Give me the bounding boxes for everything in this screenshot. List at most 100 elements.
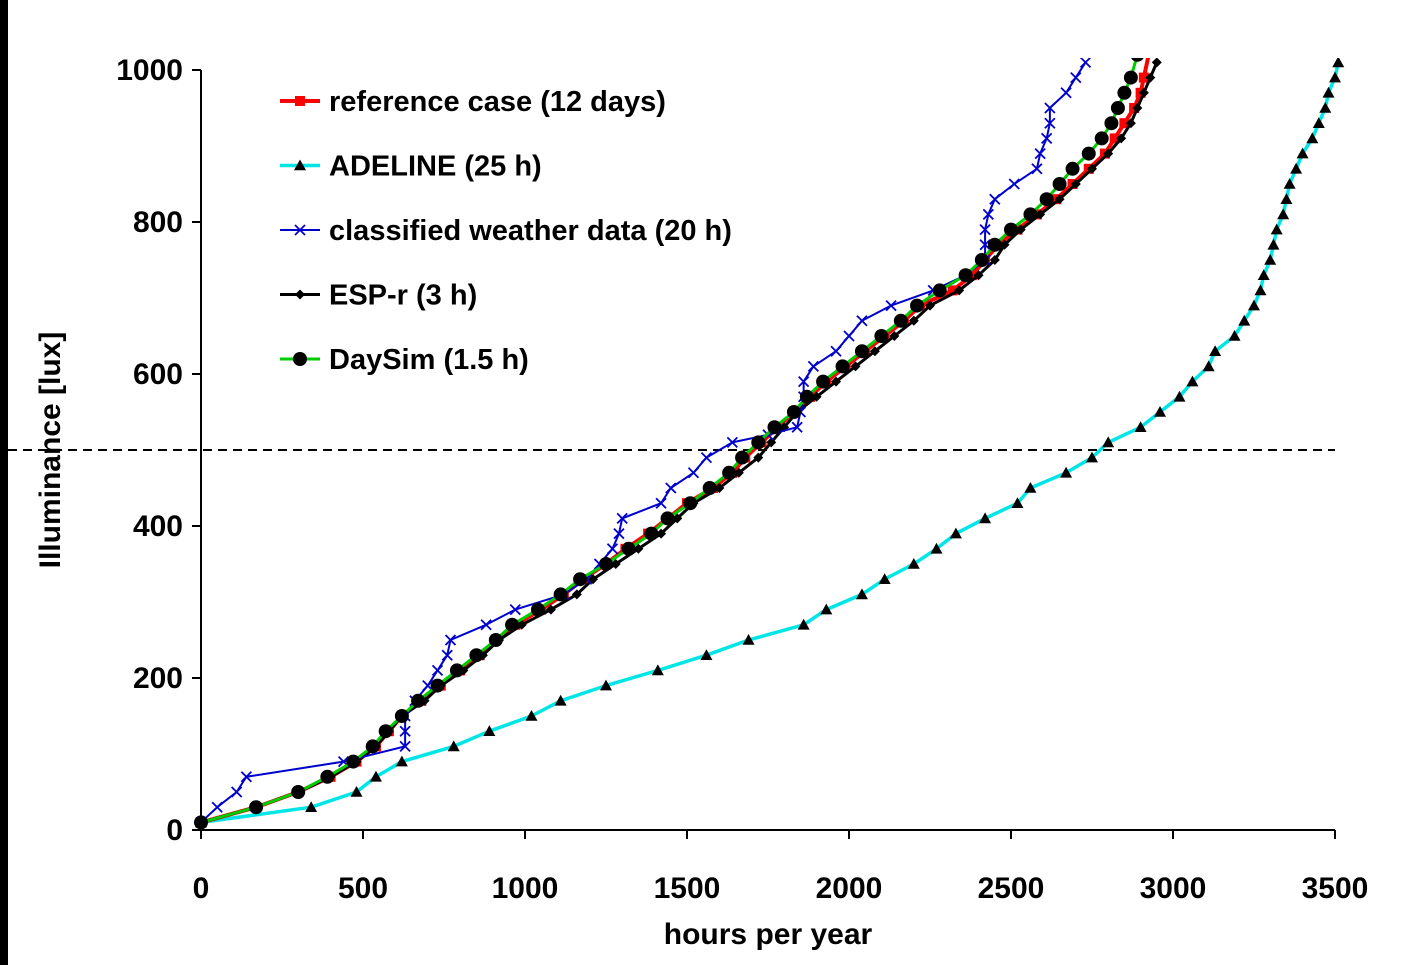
data-point [1086,451,1098,463]
legend-swatch-marker [294,224,306,236]
legend-entry: DaySim (1.5 h) [280,344,529,376]
data-point [633,543,644,554]
data-point [1015,224,1026,235]
data-point [1119,118,1130,129]
data-point [1011,497,1024,508]
series-x [195,58,1092,829]
data-point [1145,42,1155,52]
legend-entry: classified weather data (20 h) [280,215,732,247]
data-point [1270,223,1283,235]
data-point [509,603,521,616]
data-point [365,739,380,754]
data-point [469,648,484,663]
legend-swatch-marker [294,159,306,171]
data-point [616,512,628,525]
data-point [554,694,567,706]
data-point [735,450,750,465]
data-point [1087,163,1097,174]
x-tick-label: 2000 [816,872,883,905]
data-point [726,436,738,449]
data-point [683,496,698,511]
series-circle [194,58,1144,830]
data-point [411,693,426,708]
data-point [395,755,408,767]
data-point [1145,72,1156,83]
data-point [835,359,850,374]
data-point [1031,163,1043,175]
data-point [1109,133,1120,144]
data-point [1202,360,1215,372]
x-tick-label: 2500 [978,872,1045,905]
data-point [874,329,889,343]
data-point [855,588,868,600]
data-point [291,785,306,799]
data-point [1238,314,1251,326]
data-point [1306,132,1319,144]
data-point [1052,177,1067,191]
data-point [660,511,675,526]
data-point [1254,284,1267,296]
legend-swatch-marker [295,289,305,300]
data-point [599,557,613,571]
data-point [925,300,935,311]
data-point [1290,162,1303,174]
data-point [644,526,659,541]
data-point [1138,72,1149,83]
data-point [831,376,842,387]
data-point [1039,192,1054,207]
data-point [305,801,318,812]
data-point [350,786,363,797]
data-point [545,604,556,615]
data-point [700,649,713,660]
data-point [830,345,842,357]
data-point [1110,101,1125,115]
data-point [1034,147,1046,160]
data-point [947,285,958,296]
data-point [441,649,453,661]
data-point [525,710,538,721]
data-point [982,208,994,221]
data-point [1103,148,1114,159]
data-point [1023,207,1038,222]
data-point [1054,194,1065,205]
series-line [200,61,1087,824]
data-point [999,239,1010,250]
data-point [651,664,664,676]
data-point [655,497,667,509]
data-point [399,725,411,737]
x-tick-label: 3500 [1302,872,1369,905]
data-point [1186,375,1199,387]
data-point [910,298,925,313]
legend-entry: ADELINE (25 h) [280,151,542,183]
data-point [600,679,612,691]
data-point [1134,421,1147,432]
legend-label: classified weather data (20 h) [329,215,732,247]
data-point [480,619,492,631]
y-tick-label: 800 [133,206,183,239]
data-point [907,558,920,569]
data-point [1280,193,1293,204]
data-point [700,451,713,464]
data-point [394,709,409,723]
data-point [1277,208,1290,220]
legend-label: ADELINE (25 h) [329,151,542,183]
data-point [231,786,243,798]
data-point [798,375,810,388]
data-point [1131,58,1144,62]
data-point [1044,102,1056,114]
data-point [1154,406,1167,417]
data-point [1132,103,1143,113]
data-point [856,315,868,327]
data-point [979,239,991,251]
x-tick-label: 1000 [492,872,559,905]
data-point [766,437,777,448]
data-point [1060,87,1072,99]
data-point [702,481,717,495]
data-point [854,344,869,359]
data-point [211,801,223,813]
data-point [320,769,335,784]
data-point [753,452,764,463]
data-point [1319,102,1332,113]
data-point [1138,87,1149,98]
data-point [751,435,766,450]
